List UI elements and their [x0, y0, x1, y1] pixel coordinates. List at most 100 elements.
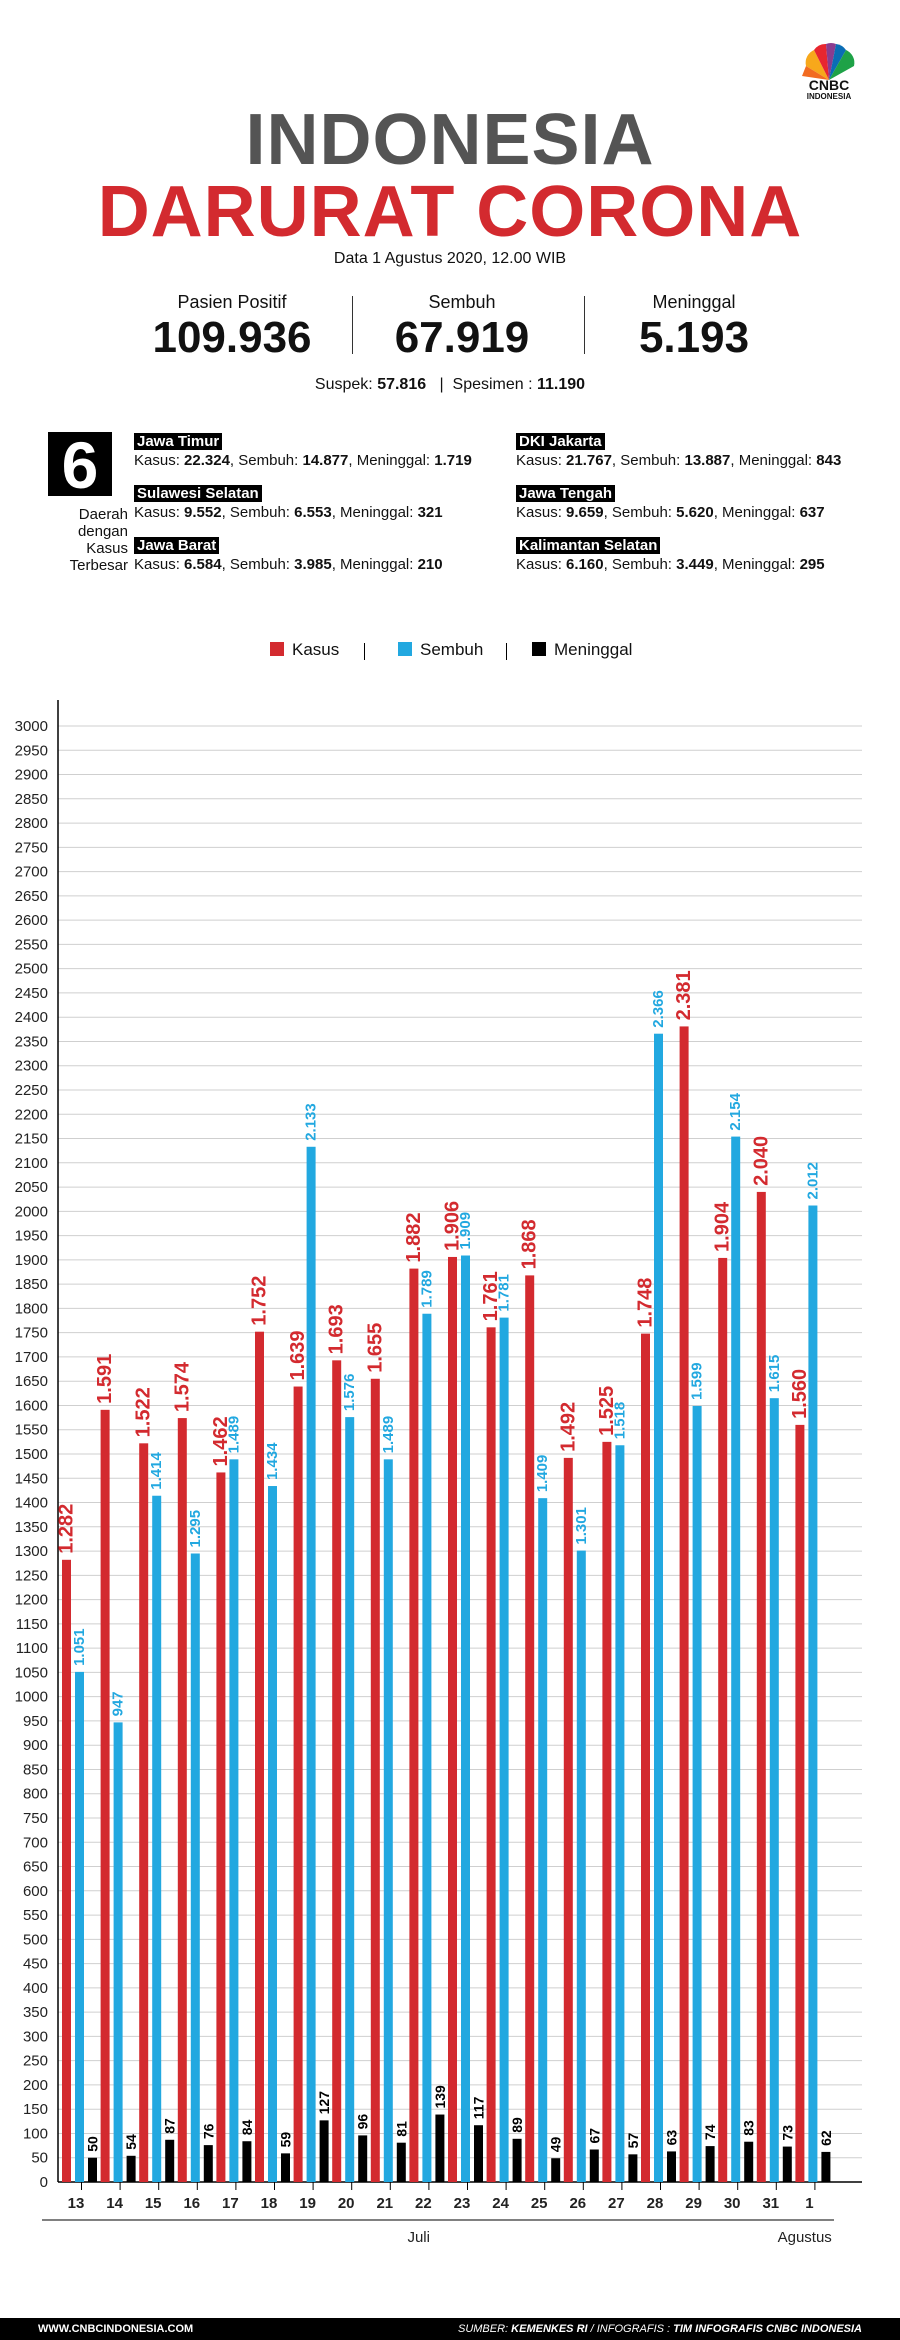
x-tick-label: 31 [762, 2195, 779, 2212]
data-label-meninggal: 50 [85, 2136, 101, 2152]
bar-meninggal [667, 2151, 676, 2182]
legend-label: Meninggal [554, 640, 633, 659]
title-line2: DARURAT CORONA [97, 172, 803, 252]
sembuh-value: 3.449 [676, 556, 714, 573]
footer-website: WWW.CNBCINDONESIA.COM [38, 2323, 194, 2335]
bar-sembuh [306, 1146, 316, 2182]
y-tick-label: 2300 [15, 1058, 48, 1075]
y-tick-label: 1150 [16, 1616, 48, 1633]
meninggal-value: 637 [799, 504, 825, 521]
region-entry: Jawa Tengah Kasus: 9.659, Sembuh: 5.620, … [516, 484, 825, 522]
data-label-kasus: 1.904 [712, 1201, 734, 1252]
meninggal-value: 1.719 [434, 452, 472, 469]
data-label-sembuh: 1.781 [496, 1274, 513, 1312]
x-tick-label: 24 [492, 2195, 509, 2212]
stat-sembuh: Sembuh 67.919 [352, 292, 572, 363]
region-name: Kalimantan Selatan [516, 537, 661, 554]
y-tick-label: 2400 [15, 1009, 48, 1026]
x-tick-label: 14 [106, 2195, 123, 2212]
y-tick-label: 1050 [15, 1664, 48, 1681]
data-label-meninggal: 87 [162, 2118, 178, 2134]
bar-meninggal [512, 2138, 522, 2182]
data-label-sembuh: 1.295 [187, 1510, 204, 1548]
x-tick-label: 15 [145, 2195, 162, 2212]
kasus-value: 9.552 [184, 504, 222, 521]
data-label-sembuh: 1.489 [380, 1416, 397, 1454]
data-label-sembuh: 1.518 [611, 1402, 628, 1440]
x-tick-label: 20 [338, 2195, 355, 2212]
data-label-kasus: 2.381 [673, 970, 695, 1020]
data-label-kasus: 1.492 [557, 1402, 579, 1452]
bar-kasus [216, 1472, 226, 2182]
bar-kasus [718, 1257, 728, 2182]
x-tick-label: 21 [376, 2195, 393, 2212]
bar-sembuh [345, 1417, 355, 2182]
y-tick-label: 1550 [15, 1422, 48, 1439]
y-tick-label: 2350 [15, 1033, 48, 1050]
data-label-sembuh: 2.366 [650, 990, 667, 1028]
x-tick-label: 25 [531, 2195, 548, 2212]
meninggal-value: 295 [799, 556, 825, 573]
data-label-meninggal: 62 [818, 2130, 834, 2146]
data-label-meninggal: 81 [393, 2121, 409, 2137]
y-tick-label: 600 [23, 1883, 48, 1900]
bar-meninggal [242, 2141, 252, 2182]
x-tick-label: 30 [724, 2195, 741, 2212]
y-tick-label: 500 [23, 1931, 48, 1948]
suspek-value: 57.816 [377, 376, 427, 393]
x-tick-label: 1 [805, 2195, 813, 2212]
y-tick-label: 850 [23, 1761, 48, 1778]
bar-kasus [62, 1559, 71, 2182]
stat-label: Pasien Positif [177, 292, 287, 312]
meninggal-label: Meninggal: [340, 556, 414, 573]
y-tick-label: 1750 [15, 1325, 48, 1342]
data-label-sembuh: 2.012 [804, 1162, 821, 1200]
bar-sembuh [576, 1550, 586, 2182]
region-count-label-line: Terbesar [69, 557, 128, 574]
meninggal-value: 843 [816, 452, 842, 469]
kasus-value: 6.584 [184, 556, 222, 573]
data-label-meninggal: 83 [741, 2120, 757, 2136]
meninggal-label: Meninggal: [738, 452, 813, 469]
region-stats: Kasus: 9.552, Sembuh: 6.553, Meninggal: … [134, 504, 443, 521]
bar-meninggal [628, 2154, 638, 2182]
legend-kasus: Kasus [270, 640, 339, 660]
sembuh-value: 5.620 [676, 504, 714, 521]
data-label-kasus: 1.693 [326, 1304, 348, 1354]
x-tick-label: 23 [454, 2195, 471, 2212]
data-label-kasus: 1.574 [171, 1361, 193, 1412]
y-tick-label: 1800 [15, 1300, 48, 1317]
y-tick-label: 1650 [15, 1373, 48, 1390]
footer-source-label: SUMBER: [457, 2323, 509, 2335]
x-tick-label: 18 [261, 2195, 278, 2212]
x-tick-label: 17 [222, 2195, 239, 2212]
x-tick-label: 22 [415, 2195, 432, 2212]
y-tick-label: 2500 [15, 961, 48, 978]
divider [584, 296, 585, 354]
bar-meninggal [281, 2153, 290, 2182]
data-label-sembuh: 1.409 [534, 1455, 551, 1493]
bar-sembuh [383, 1459, 393, 2182]
spesimen-value: 11.190 [537, 376, 586, 393]
y-tick-label: 1000 [15, 1689, 48, 1706]
data-label-sembuh: 1.301 [573, 1507, 590, 1545]
sembuh-label: Sembuh: [611, 556, 672, 573]
data-label-sembuh: 2.133 [303, 1103, 320, 1141]
y-tick-label: 1850 [15, 1276, 48, 1293]
x-tick-label: 29 [685, 2195, 702, 2212]
suspek-spesimen-line: Suspek: 57.816 | Spesimen : 11.190 [314, 376, 586, 393]
bar-kasus [756, 1191, 766, 2182]
data-label-meninggal: 57 [625, 2133, 641, 2149]
data-label-meninggal: 59 [278, 2132, 294, 2148]
data-label-meninggal: 74 [702, 2124, 718, 2140]
stat-label: Meninggal [652, 292, 736, 312]
stat-value: 109.936 [152, 313, 312, 362]
bar-sembuh [731, 1136, 741, 2182]
region-name: Sulawesi Selatan [134, 485, 262, 502]
x-tick-label: 28 [647, 2195, 664, 2212]
data-label-sembuh: 1.489 [225, 1416, 242, 1454]
footer-source-value: KEMENKES RI [511, 2323, 588, 2335]
region-stats: Kasus: 6.584, Sembuh: 3.985, Meninggal: … [134, 556, 443, 573]
region-name: Jawa Tengah [516, 485, 616, 502]
region-stats: Kasus: 6.160, Sembuh: 3.449, Meninggal: … [516, 556, 825, 573]
